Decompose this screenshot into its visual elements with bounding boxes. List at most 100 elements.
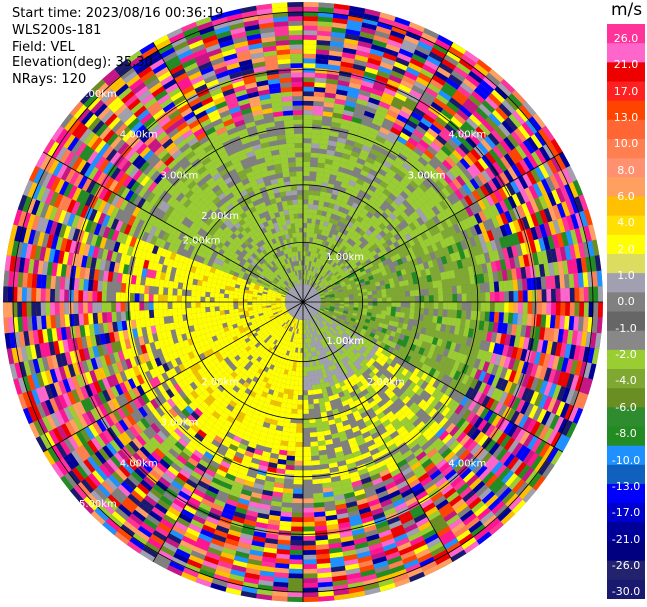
velocity-gate xyxy=(287,596,303,602)
velocity-gate xyxy=(445,254,452,264)
velocity-gate xyxy=(374,281,381,287)
velocity-gate xyxy=(303,395,309,400)
velocity-gate xyxy=(297,395,303,400)
velocity-gate xyxy=(419,302,425,309)
velocity-gate xyxy=(447,286,453,295)
velocity-gate xyxy=(311,469,322,475)
velocity-gate xyxy=(361,261,368,268)
velocity-gate xyxy=(319,309,324,313)
velocity-gate xyxy=(317,205,324,211)
velocity-gate xyxy=(318,148,328,155)
velocity-gate xyxy=(341,245,347,252)
velocity-gate xyxy=(400,307,406,313)
velocity-gate xyxy=(433,330,441,339)
velocity-gate xyxy=(509,180,520,194)
velocity-gate xyxy=(327,222,333,229)
velocity-gate xyxy=(303,578,318,584)
velocity-gate xyxy=(514,177,525,192)
velocity-gate xyxy=(404,233,413,242)
velocity-gate xyxy=(288,573,303,579)
velocity-gate xyxy=(463,248,471,259)
velocity-gate xyxy=(303,91,314,97)
velocity-gate xyxy=(391,326,398,333)
velocity-gate xyxy=(353,141,364,150)
velocity-gate xyxy=(333,107,344,115)
velocity-gate xyxy=(476,59,492,73)
velocity-gate xyxy=(349,299,354,302)
velocity-gate xyxy=(319,292,325,296)
velocity-gate xyxy=(406,324,413,331)
velocity-gate xyxy=(462,183,472,195)
velocity-gate xyxy=(416,225,425,235)
velocity-gate xyxy=(394,156,405,166)
velocity-gate xyxy=(469,178,480,190)
velocity-gate xyxy=(552,204,562,220)
velocity-gate xyxy=(326,73,339,80)
velocity-gate xyxy=(548,328,555,342)
velocity-gate xyxy=(366,62,380,71)
velocity-gate xyxy=(317,435,325,442)
velocity-gate xyxy=(543,367,552,382)
velocity-gate xyxy=(413,49,429,60)
velocity-gate xyxy=(290,413,298,419)
velocity-gate xyxy=(305,270,308,275)
velocity-gate xyxy=(481,350,489,362)
velocity-gate xyxy=(381,92,395,101)
velocity-gate xyxy=(490,261,498,272)
velocity-gate xyxy=(524,349,533,363)
velocity-gate xyxy=(280,402,287,408)
velocity-gate xyxy=(473,63,489,77)
velocity-gate xyxy=(341,274,348,279)
velocity-gate xyxy=(312,282,316,287)
velocity-gate xyxy=(583,225,592,242)
velocity-gate xyxy=(347,15,364,23)
velocity-gate xyxy=(377,152,388,161)
velocity-gate xyxy=(323,289,328,293)
velocity-gate xyxy=(333,3,350,11)
velocity-gate xyxy=(303,390,308,396)
velocity-gate xyxy=(475,302,481,312)
velocity-gate xyxy=(487,132,500,146)
velocity-gate xyxy=(314,272,318,278)
velocity-gate xyxy=(545,412,556,428)
velocity-gate xyxy=(405,342,412,350)
velocity-gate xyxy=(587,240,595,257)
velocity-gate xyxy=(323,311,328,315)
velocity-gate xyxy=(497,82,512,97)
velocity-gate xyxy=(504,368,513,381)
velocity-gate xyxy=(512,313,519,325)
velocity-gate xyxy=(313,195,320,201)
velocity-gate xyxy=(550,156,562,173)
velocity-gate xyxy=(524,241,533,255)
velocity-gate xyxy=(397,322,404,329)
velocity-gate xyxy=(308,404,315,410)
velocity-gate xyxy=(311,276,315,282)
velocity-gate xyxy=(324,292,330,295)
velocity-gate xyxy=(320,284,326,289)
velocity-gate xyxy=(546,289,552,302)
velocity-gate xyxy=(337,313,343,317)
velocity-gate xyxy=(384,156,395,165)
velocity-gate xyxy=(330,31,346,39)
velocity-gate xyxy=(358,304,364,309)
velocity-gate xyxy=(362,115,374,123)
velocity-gate xyxy=(292,498,303,504)
velocity-gate xyxy=(282,426,290,433)
velocity-gate xyxy=(319,282,324,287)
velocity-gate xyxy=(495,106,509,121)
velocity-gate xyxy=(486,218,496,230)
velocity-gate xyxy=(422,113,436,124)
velocity-gate xyxy=(478,382,487,394)
velocity-gate xyxy=(529,240,537,254)
velocity-gate xyxy=(310,152,319,158)
velocity-gate xyxy=(402,39,418,50)
velocity-gate xyxy=(317,280,322,286)
velocity-gate xyxy=(458,344,466,354)
velocity-gate xyxy=(308,408,315,414)
velocity-gate xyxy=(334,281,340,286)
velocity-gate xyxy=(321,230,326,236)
velocity-gate xyxy=(339,295,345,299)
velocity-gate xyxy=(578,194,589,211)
velocity-gate xyxy=(303,25,318,31)
